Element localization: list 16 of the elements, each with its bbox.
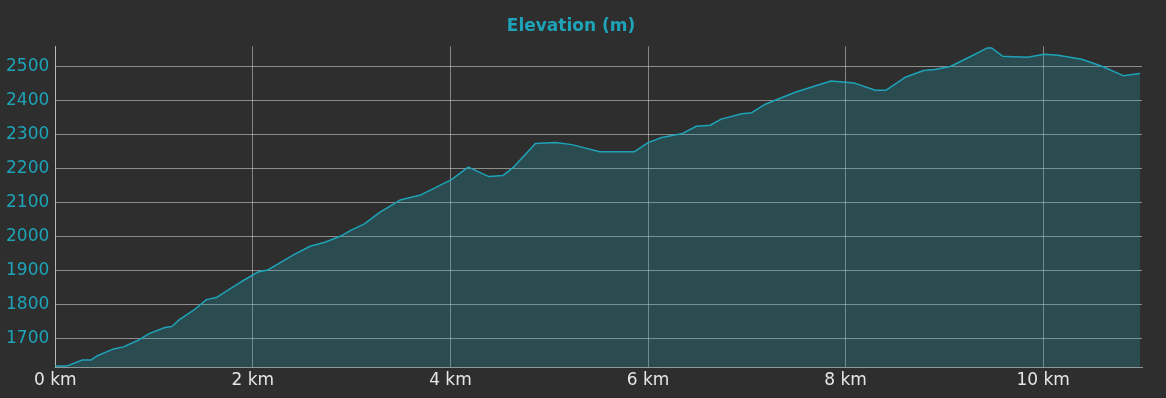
y-tick-label: 2300 bbox=[6, 123, 50, 144]
y-tick-label: 1700 bbox=[6, 327, 50, 348]
chart-title: Elevation (m) bbox=[506, 14, 636, 35]
y-tick-label: 2000 bbox=[6, 225, 50, 246]
x-tick-label: 4 km bbox=[429, 369, 472, 390]
y-tick-label: 2200 bbox=[6, 157, 50, 178]
x-tick-label: 10 km bbox=[1016, 369, 1070, 390]
x-tick-label: 0 km bbox=[33, 369, 77, 390]
x-tick-label: 8 km bbox=[824, 369, 867, 390]
y-tick-label: 1900 bbox=[6, 259, 50, 280]
y-tick-label: 2400 bbox=[6, 89, 50, 110]
x-tick-label: 6 km bbox=[626, 369, 670, 390]
y-tick-label: 1800 bbox=[6, 293, 50, 314]
y-tick-label: 2500 bbox=[6, 55, 50, 76]
x-tick-label: 2 km bbox=[231, 369, 275, 390]
y-tick-label: 2100 bbox=[6, 191, 50, 212]
